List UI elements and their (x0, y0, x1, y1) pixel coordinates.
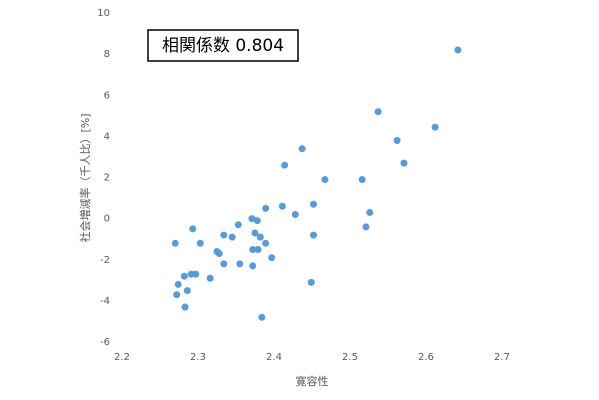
x-tick-label: 2.3 (190, 352, 206, 363)
point (298, 145, 306, 153)
point (183, 287, 191, 295)
point (220, 231, 228, 239)
point (228, 233, 236, 241)
point (310, 200, 318, 208)
x-tick-label: 2.4 (266, 352, 282, 363)
point (256, 233, 264, 241)
y-tick-label: 8 (104, 49, 110, 60)
point (174, 280, 182, 288)
x-tick-label: 2.5 (342, 352, 358, 363)
y-tick-label: 0 (104, 214, 110, 225)
y-tick-label: 4 (104, 131, 110, 142)
point (220, 260, 228, 268)
point (268, 254, 276, 262)
y-tick-label: -2 (100, 255, 110, 266)
point (393, 136, 401, 144)
y-axis-label: 社会増減率（千人比）[%] (78, 113, 92, 242)
point (291, 211, 299, 219)
point (362, 223, 370, 231)
y-tick-label: 10 (97, 8, 110, 19)
point (262, 204, 270, 212)
point (215, 250, 223, 258)
point (192, 270, 200, 278)
point (180, 272, 188, 280)
point (262, 239, 270, 247)
point (206, 274, 214, 282)
point (236, 260, 244, 268)
point (278, 202, 286, 210)
point (307, 278, 315, 286)
point (171, 239, 179, 247)
point (249, 262, 257, 270)
x-tick-label: 2.2 (114, 352, 130, 363)
point (234, 221, 242, 229)
point (310, 231, 318, 239)
point (253, 217, 261, 225)
point (366, 208, 374, 216)
x-axis-label: 寛容性 (296, 374, 329, 388)
point (249, 245, 257, 253)
point (431, 123, 439, 131)
annotation: 相関係数 0.804 (162, 36, 284, 56)
point (258, 313, 266, 321)
y-tick-label: 6 (104, 90, 110, 101)
y-tick-label: -4 (100, 296, 110, 307)
point (173, 291, 181, 299)
y-tick-label: 2 (104, 173, 110, 184)
x-tick-label: 2.7 (494, 352, 510, 363)
point (196, 239, 204, 247)
point (248, 215, 256, 223)
point (321, 176, 329, 184)
point (400, 159, 408, 167)
point (189, 225, 197, 233)
x-tick-label: 2.6 (418, 352, 434, 363)
point (254, 245, 262, 253)
y-tick-label: -6 (100, 337, 110, 348)
point (374, 108, 382, 116)
point (181, 303, 189, 311)
point (281, 161, 289, 169)
point (251, 229, 259, 237)
annotation-box (147, 29, 299, 62)
point (454, 46, 462, 54)
point (358, 176, 366, 184)
